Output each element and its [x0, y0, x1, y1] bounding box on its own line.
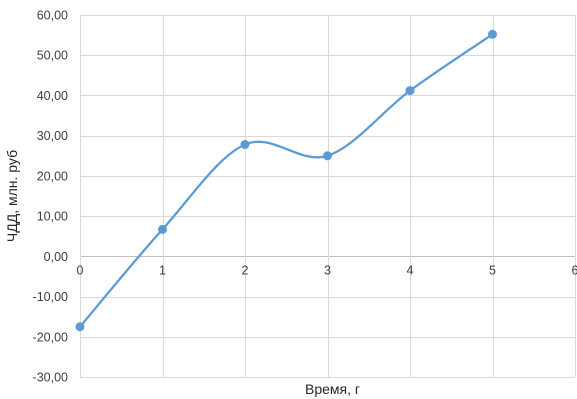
series-line — [78, 33, 494, 328]
x-tick-label: 2 — [242, 263, 249, 277]
data-point — [488, 29, 497, 39]
y-tick-label: 0,00 — [44, 250, 68, 264]
x-tick-label: 3 — [324, 263, 331, 277]
data-point — [405, 86, 415, 96]
y-tick-label: -30,00 — [33, 371, 68, 385]
y-tick-label: 60,00 — [37, 9, 68, 23]
y-tick-label: -20,00 — [33, 330, 68, 344]
y-tick-label: 10,00 — [37, 210, 68, 224]
y-tick-label: 20,00 — [37, 169, 68, 183]
gridlines — [80, 15, 576, 378]
y-tick-label: -10,00 — [33, 290, 68, 304]
data-point — [240, 140, 250, 150]
data-point — [323, 151, 332, 161]
x-tick-labels: 0 1 2 3 4 5 6 — [77, 263, 577, 277]
y-tick-label: 40,00 — [37, 89, 68, 103]
x-tick-label: 1 — [159, 263, 166, 277]
data-point — [75, 322, 85, 332]
x-axis-label: Время, г — [305, 381, 360, 397]
y-axis-label: ЧДД, млн. руб — [4, 150, 20, 242]
y-tick-label: 50,00 — [37, 49, 68, 63]
x-tick-label: 5 — [489, 263, 496, 277]
x-tick-label: 0 — [77, 263, 84, 277]
data-point — [158, 224, 167, 234]
x-tick-label: 6 — [572, 263, 577, 277]
y-tick-label: 30,00 — [37, 129, 68, 143]
x-tick-label: 4 — [407, 263, 414, 277]
y-tick-labels: -30,00 -20,00 -10,00 0,00 10,00 20,00 30,00 40,… — [33, 9, 69, 385]
series — [75, 29, 497, 332]
